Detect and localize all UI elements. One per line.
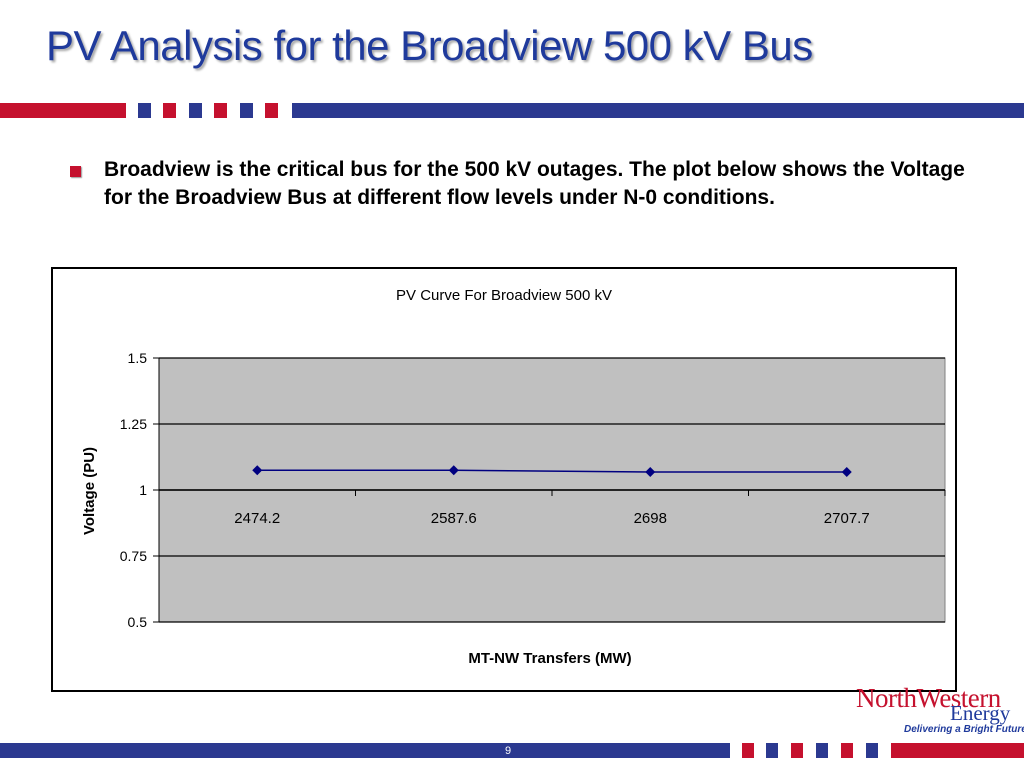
logo-wordmark-north: NorthWestern: [856, 683, 1001, 713]
x-tick-label: 2707.7: [824, 510, 870, 527]
y-tick-label: 1.25: [120, 416, 147, 432]
x-tick-label: 2587.6: [431, 510, 477, 527]
y-tick-label: 1.5: [128, 350, 148, 366]
y-axis: 1.5 1.25 1 0.75 0.5: [120, 350, 160, 630]
series-line: [257, 469, 847, 473]
top-decorative-band: [0, 103, 1024, 118]
data-point: [841, 467, 852, 478]
bullet-square-icon: [70, 166, 81, 177]
chart-title: PV Curve For Broadview 500 kV: [396, 287, 612, 304]
series-voltage: [252, 465, 852, 478]
y-tick-label: 1: [139, 482, 147, 498]
data-point: [645, 467, 656, 478]
data-point: [448, 465, 459, 476]
y-tick-label: 0.5: [128, 614, 148, 630]
bottom-decorative-band: [0, 743, 1024, 758]
logo-wordmark-energy: Energy: [950, 701, 1011, 725]
northwestern-energy-logo: NorthWestern Energy Delivering a Bright …: [856, 683, 1024, 741]
y-tick-label: 0.75: [120, 548, 147, 564]
chart-frame: 1.5 1.25 1 0.75 0.5 2474.2 2587.6 2698 2707.7 P…: [51, 267, 957, 692]
bullet-text: Broadview is the critical bus for the 50…: [104, 158, 965, 209]
x-tick-label: 2698: [634, 510, 667, 527]
logo-tagline: Delivering a Bright Future: [904, 724, 1024, 735]
y-axis-label: Voltage (PU): [81, 447, 98, 535]
x-axis-label: MT-NW Transfers (MW): [468, 650, 631, 667]
data-point: [252, 465, 263, 476]
pv-chart: 1.5 1.25 1 0.75 0.5 2474.2 2587.6 2698 2707.7 P…: [81, 287, 946, 667]
x-tick-label: 2474.2: [234, 510, 280, 527]
x-axis: 2474.2 2587.6 2698 2707.7: [158, 489, 946, 527]
page-number: 9: [505, 745, 512, 757]
slide-title: PV Analysis for the Broadview 500 kV Bus: [46, 22, 813, 69]
